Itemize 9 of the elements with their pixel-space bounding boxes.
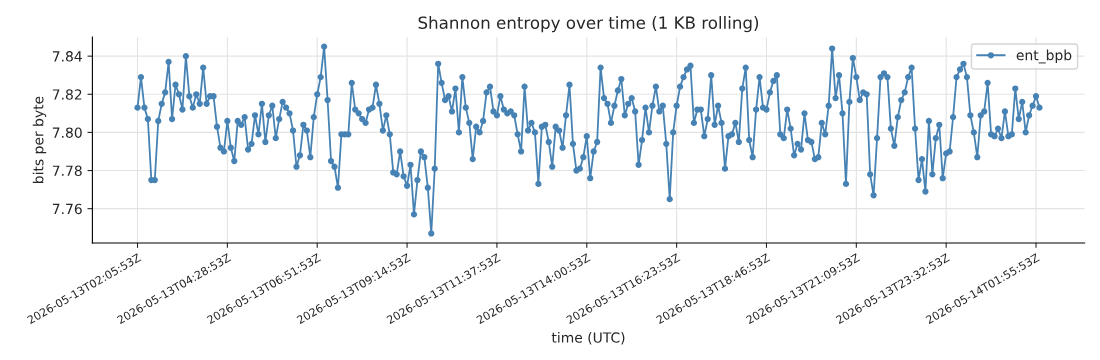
- chart-title: Shannon entropy over time (1 KB rolling): [418, 16, 759, 33]
- y-axis-title: bits per byte: [32, 96, 47, 183]
- y-tick-label: 7.80: [52, 127, 82, 138]
- y-tick-label: 7.78: [52, 165, 82, 177]
- x-axis-title: time (UTC): [551, 332, 625, 345]
- y-tick-label: 7.82: [52, 89, 82, 100]
- y-tick-label: 7.76: [52, 203, 82, 215]
- y-tick-label: 7.84: [52, 51, 82, 62]
- legend-label: ent_bpb: [1016, 49, 1072, 64]
